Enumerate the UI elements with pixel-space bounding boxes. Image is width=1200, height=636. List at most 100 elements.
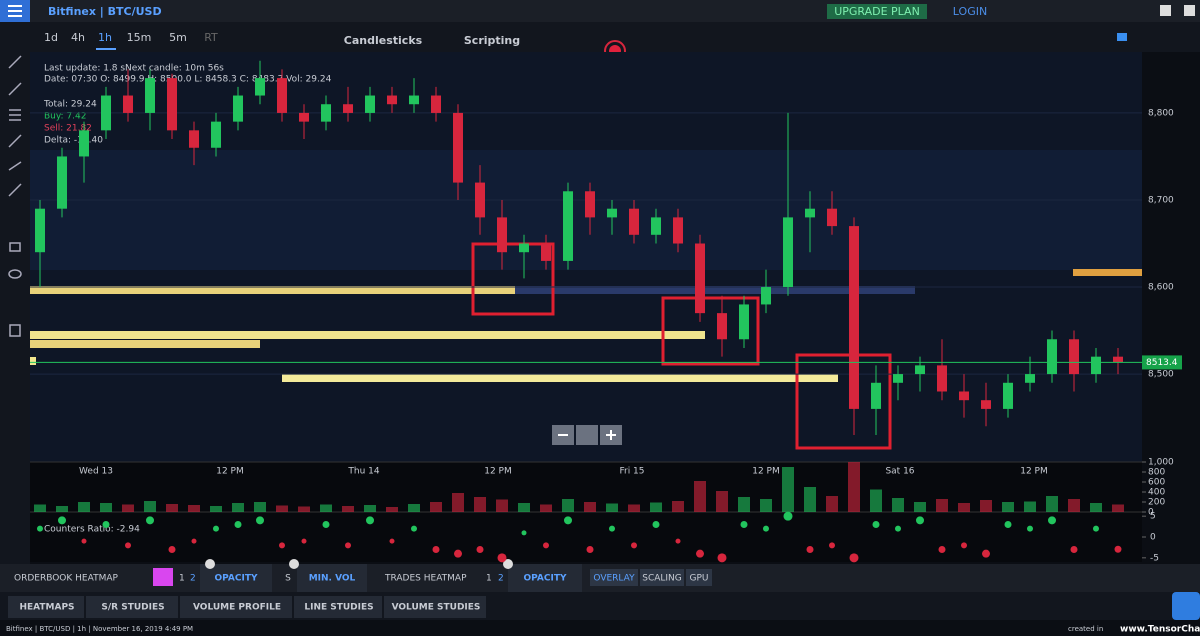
candle-body xyxy=(629,208,639,235)
candle-body xyxy=(519,243,529,253)
candle-body xyxy=(211,121,221,148)
ob-2[interactable]: 2 xyxy=(190,574,196,584)
symbol[interactable]: Bitfinex | BTC/USD xyxy=(48,5,162,18)
x-tick-label: Fri 15 xyxy=(619,467,644,477)
gpu[interactable]: GPU xyxy=(690,574,709,584)
candle-body xyxy=(563,191,573,261)
scaling[interactable]: SCALING xyxy=(642,574,682,584)
tr-2[interactable]: 2 xyxy=(498,574,504,584)
timeframe[interactable]: 5m xyxy=(169,31,187,44)
tab-label[interactable]: VOLUME PROFILE xyxy=(193,603,281,613)
ob-opacity[interactable]: OPACITY xyxy=(215,574,258,584)
orderbook-heatmap[interactable]: ORDERBOOK HEATMAP xyxy=(14,574,118,584)
s-toggle[interactable]: S xyxy=(285,574,291,584)
timeframe[interactable]: 15m xyxy=(127,31,152,44)
tab[interactable] xyxy=(86,596,178,618)
trades-heatmap[interactable]: TRADES HEATMAP xyxy=(384,574,467,584)
ratio-dot xyxy=(81,538,87,544)
candle-body xyxy=(1025,374,1035,383)
tab-label[interactable]: S/R STUDIES xyxy=(101,603,164,613)
ratio-dot xyxy=(849,553,859,563)
tab[interactable] xyxy=(294,596,382,618)
volume-bar xyxy=(430,502,442,512)
ratio-dot xyxy=(389,538,395,544)
candle-body xyxy=(717,313,727,340)
tab[interactable] xyxy=(180,596,292,618)
y-tick-label: 8,500 xyxy=(1148,370,1174,380)
overlay[interactable]: OVERLAY xyxy=(593,574,635,584)
window-icon[interactable] xyxy=(1160,5,1171,16)
candle-body xyxy=(497,217,507,253)
ratio-dot xyxy=(938,546,946,553)
slider-knob[interactable] xyxy=(503,559,513,569)
login[interactable]: LOGIN xyxy=(953,5,987,18)
slider-knob[interactable] xyxy=(205,559,215,569)
x-tick-label: 12 PM xyxy=(216,467,244,477)
tab[interactable] xyxy=(8,596,84,618)
candle-body xyxy=(79,130,89,157)
slider[interactable] xyxy=(297,564,367,592)
ratio-tick-label: -5 xyxy=(1150,553,1159,563)
ratio-dot xyxy=(806,546,814,553)
ratio-dot xyxy=(763,525,769,532)
timeframe[interactable]: RT xyxy=(204,31,218,44)
ratio-dot xyxy=(675,538,681,544)
volume-bar xyxy=(276,505,288,512)
volume-bar xyxy=(320,504,332,512)
candle-body xyxy=(387,95,397,105)
tool-icons xyxy=(8,55,22,337)
candle-body xyxy=(937,365,947,392)
candle-body xyxy=(1003,382,1013,409)
volume-bar xyxy=(122,504,134,512)
total: Total: 29.24 xyxy=(43,100,97,110)
y-tick-label: 8,700 xyxy=(1148,195,1174,205)
ratio-dot xyxy=(168,546,176,553)
ratio-dot xyxy=(961,542,967,549)
tab-label[interactable]: VOLUME STUDIES xyxy=(392,603,481,613)
ob-1[interactable]: 1 xyxy=(179,574,185,584)
tab-label[interactable]: LINE STUDIES xyxy=(304,603,373,613)
zoom-controls xyxy=(552,425,622,445)
volume-bar xyxy=(804,487,816,512)
timeframe[interactable]: 1d xyxy=(44,31,58,44)
candle-body xyxy=(255,78,265,96)
camera-icon[interactable] xyxy=(1117,33,1127,41)
chart-type[interactable]: Candlesticks xyxy=(344,34,423,47)
candle-body xyxy=(145,78,155,113)
gpu-button[interactable] xyxy=(686,569,712,586)
ratio-dot xyxy=(872,521,880,528)
volume-bar xyxy=(870,489,882,512)
last-price: 8513.4 xyxy=(1146,358,1178,368)
footer-info: Bitfinex | BTC/USD | 1h | November 16, 2… xyxy=(6,625,193,633)
candle-body xyxy=(805,208,815,218)
overlay-button[interactable] xyxy=(590,569,638,586)
tab-label[interactable]: HEATMAPS xyxy=(19,603,74,613)
slider-knob[interactable] xyxy=(289,559,299,569)
volume-bar xyxy=(892,498,904,512)
palette[interactable] xyxy=(153,568,173,586)
tr-1[interactable]: 1 xyxy=(486,574,492,584)
slider[interactable] xyxy=(200,564,272,592)
volume-bar xyxy=(826,496,838,512)
window-icon[interactable] xyxy=(1184,5,1195,16)
chat-button[interactable] xyxy=(1172,592,1200,620)
tab[interactable] xyxy=(384,596,486,618)
zoom-reset[interactable] xyxy=(576,425,598,445)
timeframe[interactable]: 1h xyxy=(98,31,112,44)
volume-bar xyxy=(562,499,574,512)
ratio-dot xyxy=(1093,525,1099,532)
price-axis xyxy=(1142,52,1200,564)
min-vol[interactable]: MIN. VOL xyxy=(309,574,356,584)
ratio-dot xyxy=(366,516,374,525)
scripting[interactable]: Scripting xyxy=(464,34,520,47)
slider[interactable] xyxy=(508,564,582,592)
last-update: Last update: 1.8 s xyxy=(44,64,125,74)
volume-bar xyxy=(540,504,552,512)
upgrade-button[interactable] xyxy=(827,4,927,19)
ohlc: Date: 07:30 O: 8499.9 H: 8500.0 L: 8458.… xyxy=(44,75,332,85)
volume-bar xyxy=(628,504,640,512)
scaling-button[interactable] xyxy=(640,569,684,586)
timeframe[interactable]: 4h xyxy=(71,31,85,44)
ratio-dot xyxy=(256,516,264,525)
tr-opacity[interactable]: OPACITY xyxy=(524,574,567,584)
